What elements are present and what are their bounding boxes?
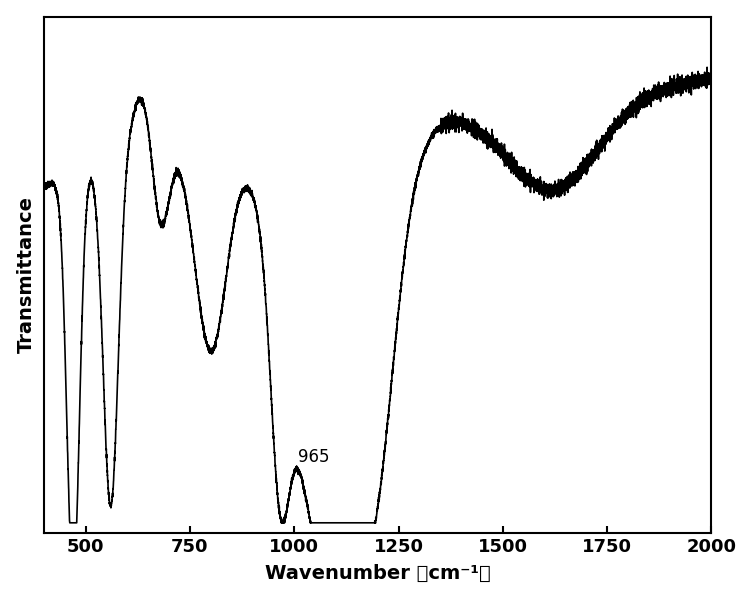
Y-axis label: Transmittance: Transmittance xyxy=(17,196,35,353)
X-axis label: Wavenumber （cm⁻¹）: Wavenumber （cm⁻¹） xyxy=(265,565,490,583)
Text: 965: 965 xyxy=(298,448,330,466)
